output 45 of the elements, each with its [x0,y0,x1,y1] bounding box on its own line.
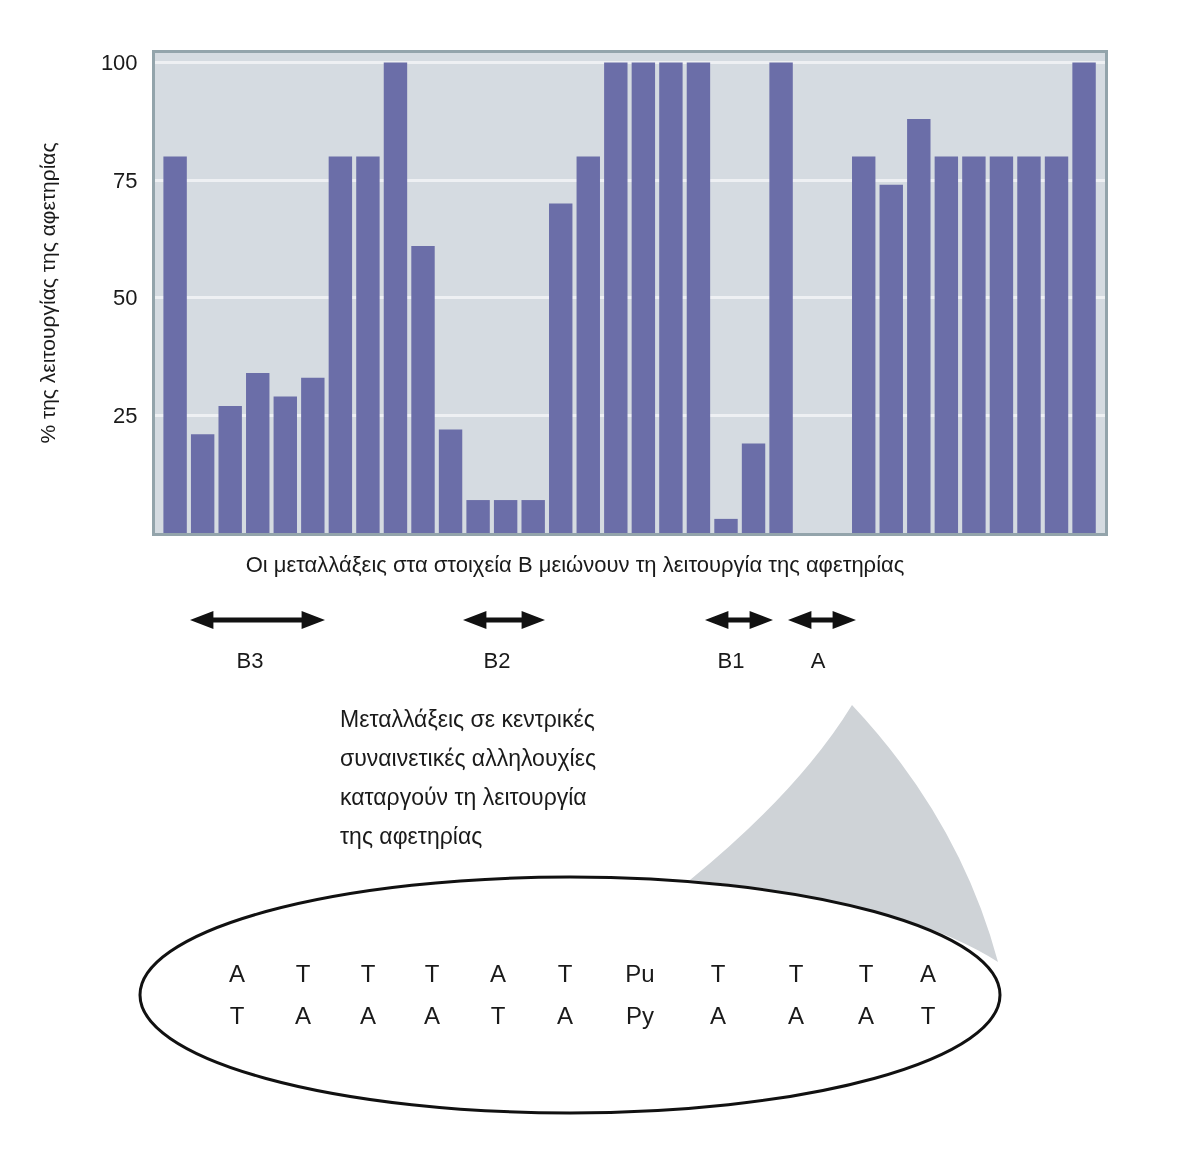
bar [383,62,408,533]
bar [686,62,711,533]
y-tick-label: 100 [100,50,138,76]
bar [466,500,490,533]
bar [1017,156,1041,533]
text: T A A A T A Py A A A T [229,1002,936,1029]
bar [989,156,1014,533]
bar [962,156,986,533]
text: B1 [717,648,745,674]
bar [714,518,738,533]
bar [879,184,903,533]
bar [301,377,325,533]
bar [549,203,573,533]
bar [356,156,380,533]
bar [934,156,959,533]
bar [604,62,628,533]
bar [1072,62,1096,533]
bar [190,434,215,533]
bar [438,429,463,533]
text: Μεταλλάξεις σε κεντρικές συναινετικές αλληλουχίες καταργούν τη λειτουργία της αφετηρίας [340,705,596,851]
text: A T T T A T Pu T T T A [228,960,937,987]
text: B3 [236,648,264,674]
text: B2 [483,648,511,674]
bar [1044,156,1069,533]
y-axis-title: % της λειτουργίας της αφετηρίας [36,142,60,444]
y-tick-label: 25 [113,403,138,429]
bar [631,62,656,533]
bar [493,500,518,533]
bar [218,405,242,533]
bar [246,373,270,533]
text: Οι μεταλλάξεις στα στοιχεία B μειώνουν τη λειτουργία της αφετηρίας [245,552,905,578]
text: A [810,648,826,674]
bar [741,443,766,533]
bar [273,396,297,533]
bar [163,156,187,533]
bar [769,62,793,533]
bar [521,500,545,533]
bar [659,62,683,533]
bar [576,156,600,533]
bar [852,156,876,533]
y-tick-label: 50 [113,285,138,311]
bar [907,118,931,533]
bar [328,156,353,533]
bar [411,245,435,533]
y-tick-label: 75 [113,167,138,193]
